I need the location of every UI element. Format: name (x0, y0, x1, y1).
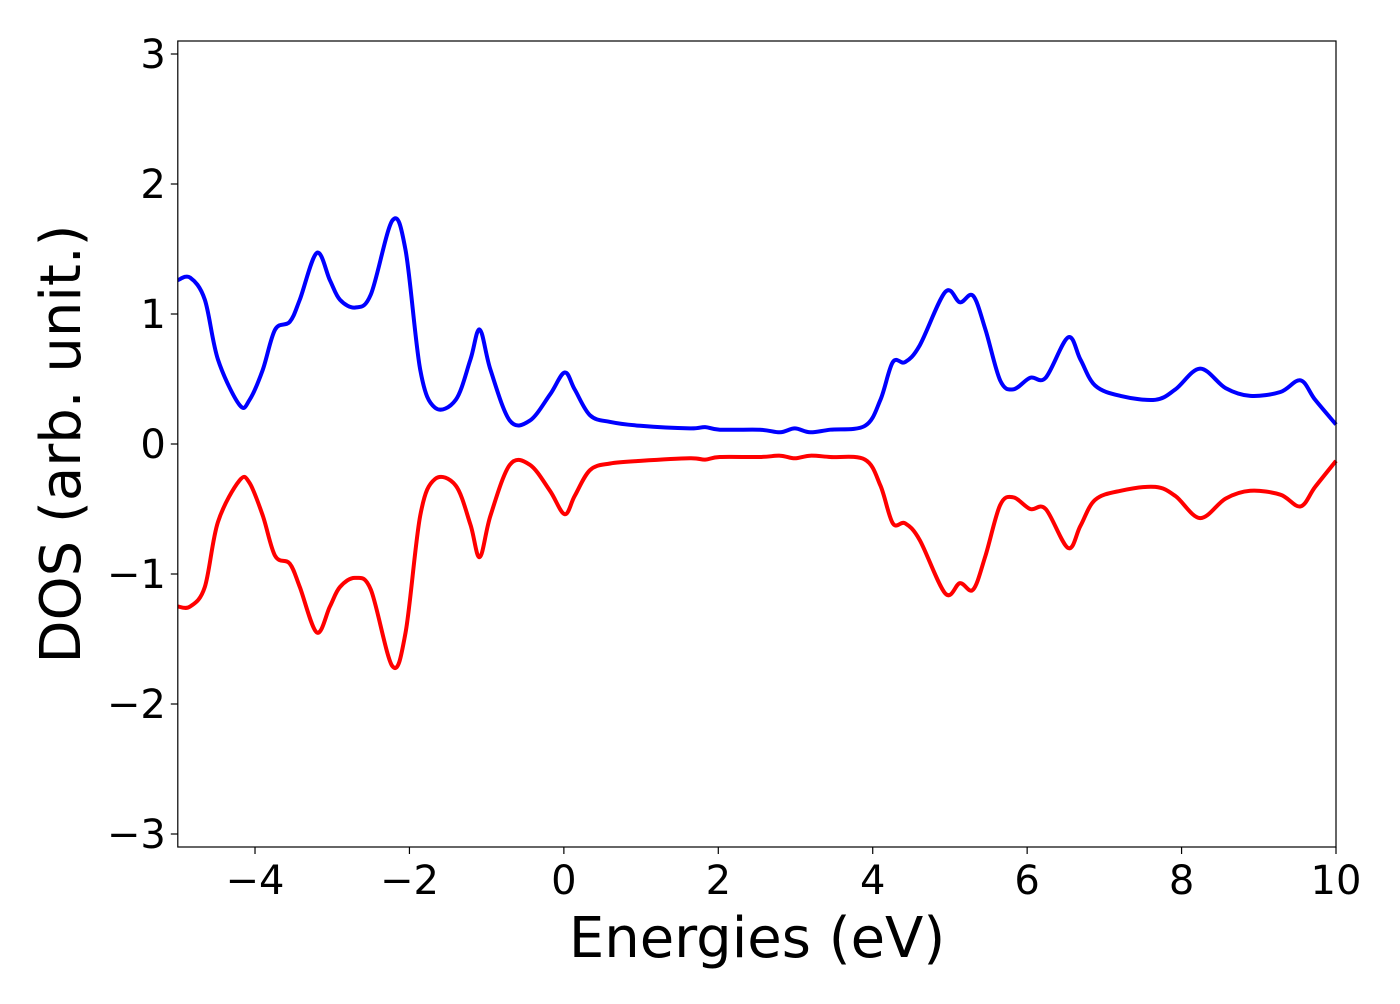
y-axis-label: DOS (arb. unit.) (29, 224, 94, 663)
x-tick-label: 4 (860, 858, 885, 904)
x-axis-label: Energies (eV) (569, 906, 945, 971)
x-tick-label: 10 (1311, 858, 1362, 904)
curves (177, 216, 1338, 670)
x-tick-label: −4 (226, 858, 285, 904)
x-tick-label: 8 (1169, 858, 1194, 904)
x-tick-label: 0 (551, 858, 576, 904)
spin-down-line (177, 453, 1338, 670)
x-tick-label: −2 (380, 858, 439, 904)
y-tick-label: −3 (107, 812, 166, 858)
y-tick-label: 0 (140, 422, 165, 468)
x-axis: −4 −2 0 2 4 6 8 10 (226, 847, 1362, 904)
y-tick-label: 3 (140, 32, 165, 78)
y-tick-label: −2 (107, 682, 166, 728)
y-axis: −3 −2 −1 0 1 2 3 (107, 32, 178, 858)
spin-up-line (177, 216, 1338, 435)
plot-frame (177, 40, 1337, 848)
y-tick-label: 1 (140, 292, 165, 338)
x-tick-label: 2 (706, 858, 731, 904)
x-tick-label: 6 (1014, 858, 1039, 904)
y-tick-label: −1 (107, 552, 166, 598)
y-tick-label: 2 (140, 162, 165, 208)
